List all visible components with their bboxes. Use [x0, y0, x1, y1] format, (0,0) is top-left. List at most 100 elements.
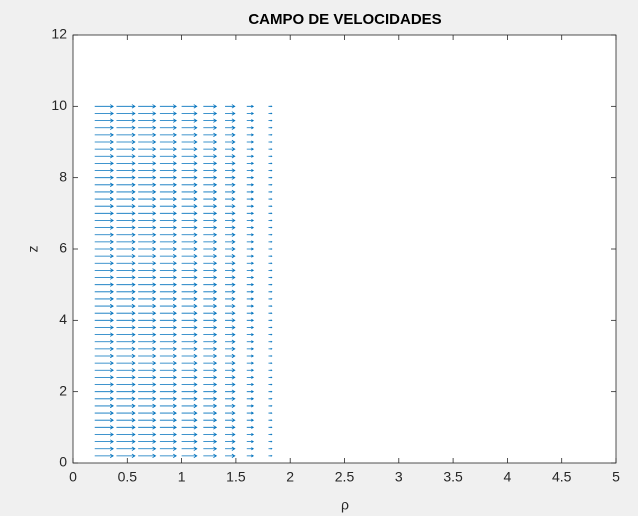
velocity-arrow [159, 204, 177, 209]
velocity-arrow [246, 340, 255, 344]
velocity-arrow [181, 432, 198, 437]
velocity-arrow [159, 396, 177, 401]
velocity-arrow [203, 232, 218, 237]
velocity-arrow [246, 290, 255, 294]
velocity-arrow [159, 410, 177, 416]
velocity-arrow [246, 390, 255, 394]
velocity-arrow [159, 111, 177, 116]
velocity-arrow [138, 432, 157, 437]
velocity-arrow [181, 325, 198, 330]
velocity-arrow [225, 296, 236, 302]
velocity-arrow [225, 111, 236, 116]
velocity-arrow [159, 368, 177, 373]
velocity-arrow [181, 189, 198, 195]
velocity-arrow [181, 439, 198, 444]
velocity-arrow [181, 161, 198, 166]
velocity-arrow [225, 332, 236, 337]
velocity-arrow [116, 432, 136, 437]
velocity-arrow [116, 303, 136, 309]
velocity-arrow [203, 325, 218, 330]
velocity-arrow [159, 275, 177, 280]
velocity-arrow [246, 304, 255, 308]
velocity-arrow [203, 346, 218, 352]
velocity-arrow [246, 318, 255, 322]
velocity-arrow [138, 189, 157, 195]
velocity-arrow [116, 418, 136, 423]
velocity-arrow [138, 154, 157, 159]
velocity-arrow [268, 390, 273, 393]
velocity-arrow [225, 139, 236, 145]
velocity-arrow [159, 346, 177, 352]
velocity-arrow [181, 239, 198, 245]
x-tick-label: 2.5 [335, 469, 355, 485]
velocity-arrow [159, 132, 177, 138]
velocity-arrow [203, 261, 218, 266]
velocity-arrow [203, 139, 218, 145]
velocity-arrow [116, 275, 136, 280]
velocity-arrow [203, 360, 218, 366]
velocity-arrow [246, 311, 255, 315]
velocity-arrow [246, 133, 255, 137]
velocity-arrow [94, 339, 114, 344]
velocity-arrow [203, 353, 218, 359]
velocity-arrow [225, 104, 236, 109]
velocity-arrow [246, 240, 255, 244]
velocity-arrow [116, 382, 136, 387]
velocity-arrow [268, 183, 273, 186]
velocity-arrow [116, 268, 136, 273]
velocity-arrow [159, 268, 177, 273]
velocity-arrow [116, 196, 136, 202]
velocity-arrow [268, 212, 273, 215]
velocity-arrow [203, 189, 218, 195]
velocity-arrow [268, 119, 273, 122]
velocity-arrow [94, 439, 114, 444]
velocity-arrow [203, 446, 218, 451]
velocity-arrow [138, 325, 157, 330]
velocity-arrow [203, 225, 218, 230]
velocity-arrow [116, 161, 136, 166]
velocity-arrow [94, 318, 114, 323]
velocity-arrow [138, 239, 157, 245]
velocity-arrow [203, 368, 218, 373]
velocity-arrow [138, 111, 157, 116]
velocity-arrow [246, 254, 255, 258]
velocity-arrow [181, 296, 198, 302]
velocity-arrow [268, 141, 273, 143]
velocity-arrow [94, 189, 114, 195]
velocity-arrow [94, 311, 114, 316]
velocity-arrow [138, 218, 157, 223]
velocity-arrow [203, 403, 218, 409]
velocity-arrow [203, 125, 218, 130]
velocity-arrow [268, 112, 273, 115]
velocity-arrow [94, 346, 114, 352]
velocity-arrow [268, 312, 273, 315]
velocity-arrow [159, 189, 177, 195]
velocity-arrow [159, 425, 177, 430]
velocity-arrow [225, 232, 236, 237]
velocity-arrow [138, 196, 157, 202]
velocity-arrow [94, 410, 114, 416]
velocity-arrow [225, 410, 236, 416]
velocity-arrow [181, 261, 198, 266]
velocity-arrow [181, 303, 198, 309]
velocity-arrow [94, 268, 114, 273]
velocity-arrow [246, 276, 255, 280]
velocity-arrow [94, 275, 114, 280]
velocity-arrow [268, 412, 273, 414]
velocity-arrow [246, 218, 255, 222]
velocity-arrow [225, 382, 236, 387]
velocity-arrow [246, 454, 255, 458]
velocity-arrow [116, 218, 136, 223]
velocity-arrow [138, 360, 157, 366]
velocity-arrow [268, 162, 273, 165]
velocity-arrow [225, 289, 236, 294]
velocity-arrow [159, 261, 177, 266]
velocity-arrow [159, 211, 177, 216]
velocity-arrow [181, 311, 198, 316]
velocity-arrow [246, 347, 255, 351]
velocity-arrow [94, 146, 114, 152]
velocity-arrow [181, 368, 198, 373]
velocity-arrow [138, 453, 157, 459]
velocity-arrow [268, 191, 273, 193]
velocity-arrow [268, 305, 273, 307]
